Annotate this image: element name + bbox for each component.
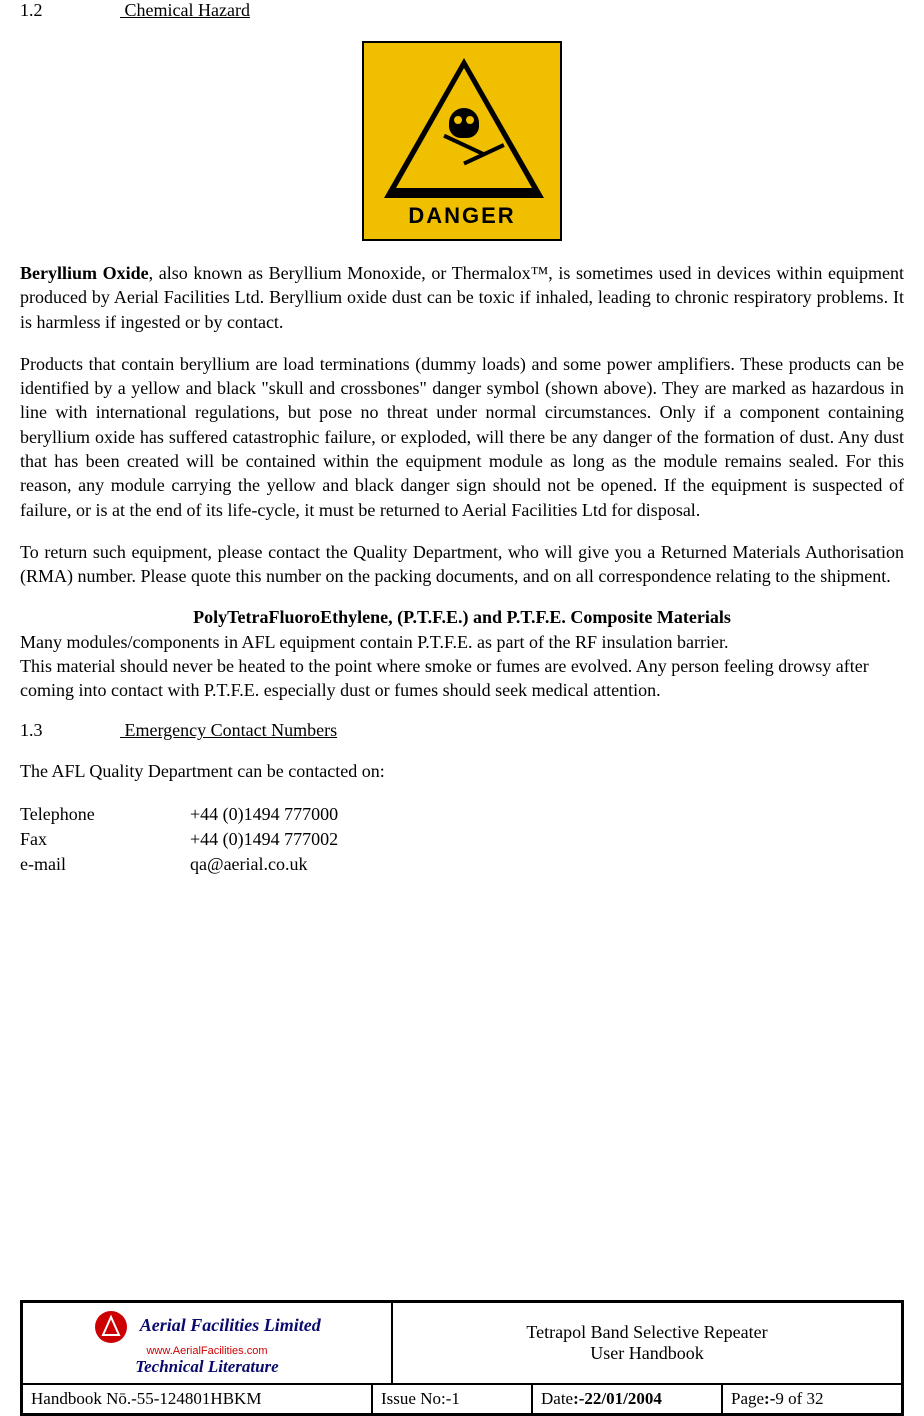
section-title: Chemical Hazard xyxy=(125,0,250,20)
footer-handbook-no: Handbook Nō.-55-124801HBKM xyxy=(22,1384,372,1414)
contact-intro: The AFL Quality Department can be contac… xyxy=(20,759,904,783)
ptfe-para1: Many modules/components in AFL equipment… xyxy=(20,630,904,654)
danger-sign-text: DANGER xyxy=(364,203,560,229)
contact-label: Telephone xyxy=(20,802,190,827)
footer-logo-cell: Aerial Facilities Limited www.AerialFaci… xyxy=(22,1302,392,1384)
page-label: Page xyxy=(731,1389,764,1409)
contact-row-telephone: Telephone +44 (0)1494 777000 xyxy=(20,802,904,827)
contact-row-fax: Fax +44 (0)1494 777002 xyxy=(20,827,904,852)
paragraph-return: To return such equipment, please contact… xyxy=(20,540,904,589)
ptfe-para2: This material should never be heated to … xyxy=(20,654,904,703)
contact-value: +44 (0)1494 777000 xyxy=(190,802,338,827)
logo-tagline: Technical Literature xyxy=(135,1357,278,1377)
contact-label: e-mail xyxy=(20,852,190,877)
contact-value: +44 (0)1494 777002 xyxy=(190,827,338,852)
issue-value: 1 xyxy=(451,1389,460,1409)
contact-label: Fax xyxy=(20,827,190,852)
section-title: Emergency Contact Numbers xyxy=(125,720,338,740)
date-value: 22/01/2004 xyxy=(584,1389,661,1408)
contact-table: Telephone +44 (0)1494 777000 Fax +44 (0)… xyxy=(20,802,904,878)
doc-subtitle: User Handbook xyxy=(590,1343,703,1364)
logo-url: www.AerialFacilities.com xyxy=(146,1345,267,1357)
date-label: Date xyxy=(541,1389,573,1409)
hazard-image-container: DANGER xyxy=(20,41,904,246)
logo-company-name: Aerial Facilities Limited xyxy=(140,1315,321,1335)
section-number: 1.2 xyxy=(20,0,120,21)
handbook-value: 55-124801HBKM xyxy=(137,1389,262,1409)
page-value: 9 of 32 xyxy=(775,1389,823,1409)
page-footer: Aerial Facilities Limited www.AerialFaci… xyxy=(20,1300,904,1416)
footer-issue-no: Issue No:-1 xyxy=(372,1384,532,1414)
bold-lead: Beryllium Oxide xyxy=(20,263,149,283)
handbook-label: Handbook Nō.- xyxy=(31,1389,137,1409)
section-1-2-heading: 1.2 Chemical Hazard xyxy=(20,0,904,21)
contact-value: qa@aerial.co.uk xyxy=(190,852,308,877)
footer-title-cell: Tetrapol Band Selective Repeater User Ha… xyxy=(392,1302,902,1384)
footer-date: Date:-22/01/2004 xyxy=(532,1384,722,1414)
danger-sign-icon: DANGER xyxy=(362,41,562,241)
afl-logo-icon xyxy=(93,1309,129,1345)
footer-page: Page:-9 of 32 xyxy=(722,1384,902,1414)
doc-title: Tetrapol Band Selective Repeater xyxy=(526,1322,767,1343)
para1-rest: , also known as Beryllium Monoxide, or T… xyxy=(20,263,904,332)
section-number: 1.3 xyxy=(20,720,120,741)
paragraph-products: Products that contain beryllium are load… xyxy=(20,352,904,522)
section-1-3-heading: 1.3 Emergency Contact Numbers xyxy=(20,720,904,741)
ptfe-heading: PolyTetraFluoroEthylene, (P.T.F.E.) and … xyxy=(20,607,904,628)
contact-row-email: e-mail qa@aerial.co.uk xyxy=(20,852,904,877)
paragraph-beryllium-oxide: Beryllium Oxide, also known as Beryllium… xyxy=(20,261,904,334)
issue-label: Issue No:- xyxy=(381,1389,451,1409)
